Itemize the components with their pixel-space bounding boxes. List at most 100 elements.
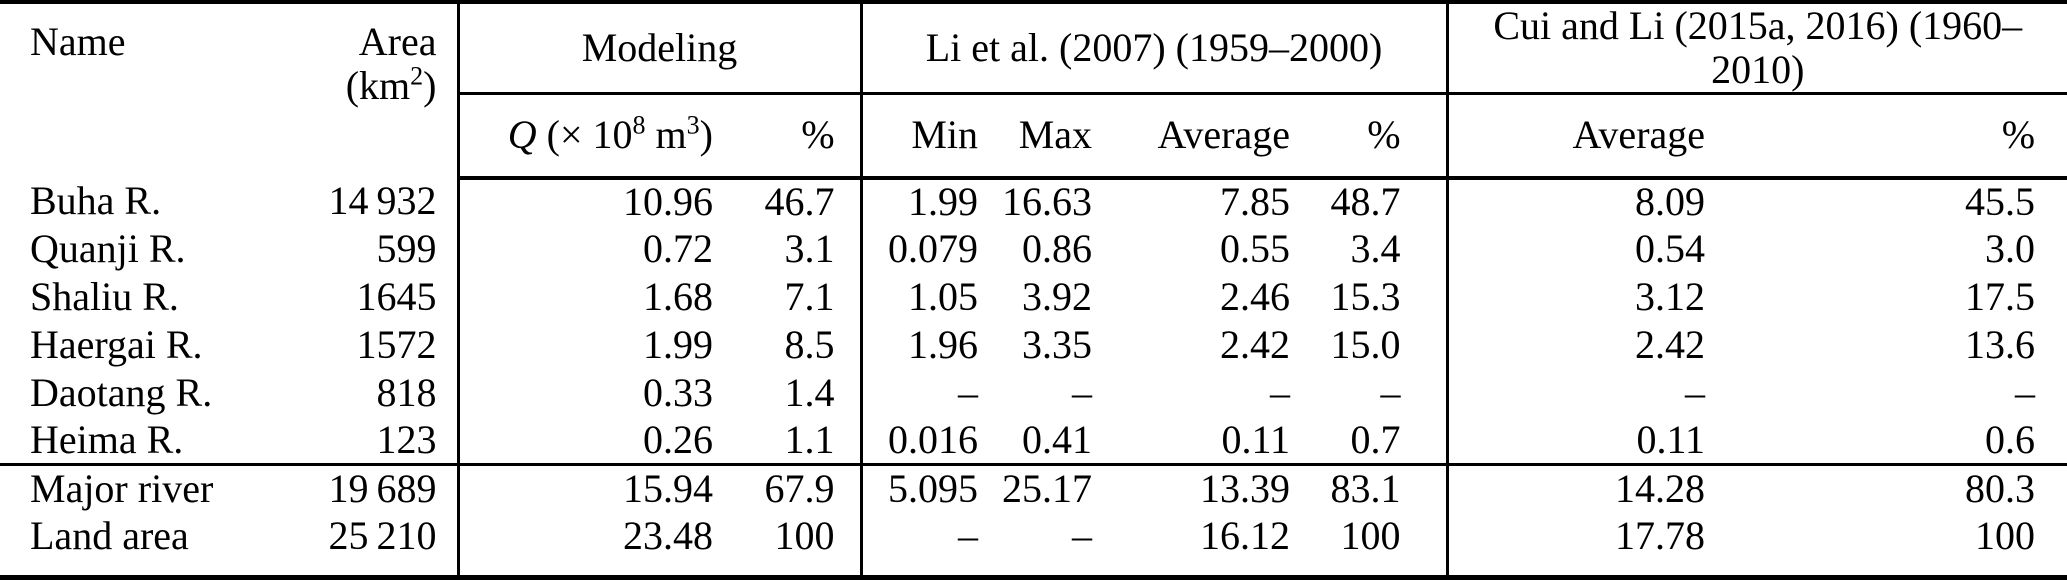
cell-average-cui: 17.78 [1445,512,1706,580]
cell-max: 3.92 [1022,274,1093,320]
cell-area: 19 689 [310,462,458,513]
area-superscript: 2 [410,61,424,91]
cell-q-pct: 1.1 [784,416,835,462]
cell-average-cui: 0.11 [1445,416,1706,465]
header-group-row: Name Area (km2) Modeling Li et al. (2007… [0,0,2067,178]
cell-max: 25.17 [978,462,1093,513]
cell-min: 0.079 [859,225,979,274]
cell-average-li: 16.12 [1092,512,1291,580]
cell-li-pct: 0.7 [1350,416,1401,462]
cell-name: Buha R. [30,178,162,224]
cell-cui-pct: 17.5 [1965,274,2036,320]
column-header-area: Area (km2) [310,0,458,178]
cell-max: – [978,512,1093,580]
cell-max: – [1072,369,1093,415]
q-unit-close: ) [699,112,713,158]
cell-q: 0.72 [456,225,713,274]
cell-average-li: 7.85 [1220,179,1291,225]
column-header-modeling-pct: % [713,93,862,180]
table-row-heima: Heima R. 123 0.26 1.1 0.016 0.41 0.11 0.… [0,416,2067,465]
cell-q-pct: 8.5 [784,321,835,367]
cell-li-pct: 83.1 [1290,462,1448,513]
cell-min: 1.99 [859,177,979,226]
cell-max: 3.35 [1022,321,1093,367]
cell-name: Shaliu R. [30,274,179,320]
cell-min: 1.05 [859,273,979,321]
cell-cui-pct: 13.6 [1965,321,2036,367]
cell-average-cui: – [1445,368,1706,417]
cell-area: 818 [376,369,437,415]
column-group-cui-li: Cui and Li (2015a, 2016) (1960–2010) [1445,0,2067,95]
cell-q: 0.33 [456,368,713,417]
cell-q: 1.68 [456,273,713,321]
cell-average-li: 13.39 [1092,462,1291,513]
cell-li-pct: 3.4 [1350,226,1401,272]
q-exponent-8: 8 [632,110,646,140]
cell-q-pct: 46.7 [764,179,835,225]
cell-name: Major river [0,462,310,513]
table-row-haergai: Haergai R. 1572 1.99 8.5 1.96 3.35 2.42 … [0,320,2067,369]
cell-average-li: 2.46 [1220,274,1291,320]
cell-li-pct: 15.0 [1330,321,1401,367]
q-unit-open: (× 10 [536,112,633,158]
cell-average-cui: 14.28 [1445,462,1706,513]
cell-area: 599 [376,226,437,272]
cell-average-cui: 2.42 [1445,320,1706,369]
header-sub-row: Q (× 108 m3) % Min Max Average % Average… [0,93,2067,180]
cell-name: Daotang R. [30,369,213,415]
cell-max: 16.63 [1002,179,1093,225]
cell-name: Land area [0,512,310,580]
table-row-major-river: Major river 19 689 15.94 67.9 5.095 25.1… [0,462,2067,513]
cell-min: 0.016 [859,416,979,465]
area-label: Area (km [345,19,437,108]
q-symbol: Q [507,112,537,158]
cell-q: 10.96 [456,177,713,226]
cell-cui-pct: 100 [1705,512,2067,580]
cell-q-pct: 7.1 [784,274,835,320]
column-header-average-li: Average [1092,93,1291,180]
cell-name: Quanji R. [30,226,186,272]
column-group-modeling: Modeling [456,0,862,95]
cell-q-pct: 67.9 [713,462,862,513]
cell-area: 1645 [356,274,437,320]
cell-q: 15.94 [456,462,713,513]
cell-name: Haergai R. [30,321,203,367]
table-row-daotang: Daotang R. 818 0.33 1.4 – – – – – – [0,368,2067,417]
table-row-quanji: Quanji R. 599 0.72 3.1 0.079 0.86 0.55 3… [0,225,2067,274]
cell-average-li: 0.11 [1221,416,1291,462]
cell-cui-pct: 3.0 [1985,226,2036,272]
cell-average-cui: 3.12 [1445,273,1706,321]
cell-area: 25 210 [310,512,458,580]
column-header-name: Name [0,0,310,178]
cell-max: 0.86 [1022,226,1093,272]
column-header-q: Q (× 108 m3) [456,93,713,180]
column-header-cui-pct: % [1705,93,2067,180]
table-row-buha: Buha R. 14 932 10.96 46.7 1.99 16.63 7.8… [0,177,2067,226]
column-header-average-cui: Average [1445,93,1706,180]
cell-li-pct: – [1380,369,1401,415]
column-header-max: Max [978,93,1093,180]
cell-min: 1.96 [859,320,979,369]
column-header-min: Min [859,93,979,180]
cell-area: 14 932 [328,178,437,224]
cell-area: 1572 [356,321,437,367]
cell-q-pct: 3.1 [784,226,835,272]
cell-li-pct: 15.3 [1330,274,1401,320]
cell-min: 5.095 [859,462,979,513]
column-header-li-pct: % [1290,93,1448,180]
cell-average-li: – [1270,369,1291,415]
cell-cui-pct: 45.5 [1965,179,2036,225]
cell-min: – [859,512,979,580]
cell-q: 0.26 [456,416,713,465]
cell-q: 23.48 [456,512,713,580]
cell-cui-pct: 80.3 [1705,462,2067,513]
cell-min: – [859,368,979,417]
cell-average-cui: 0.54 [1445,225,1706,274]
cell-area: 123 [376,416,437,462]
table-row-land-area: Land area 25 210 23.48 100 – – 16.12 100… [0,512,2067,580]
cell-li-pct: 48.7 [1330,179,1401,225]
cell-name: Heima R. [30,416,184,462]
cell-average-li: 2.42 [1220,321,1291,367]
q-exponent-3: 3 [686,110,700,140]
